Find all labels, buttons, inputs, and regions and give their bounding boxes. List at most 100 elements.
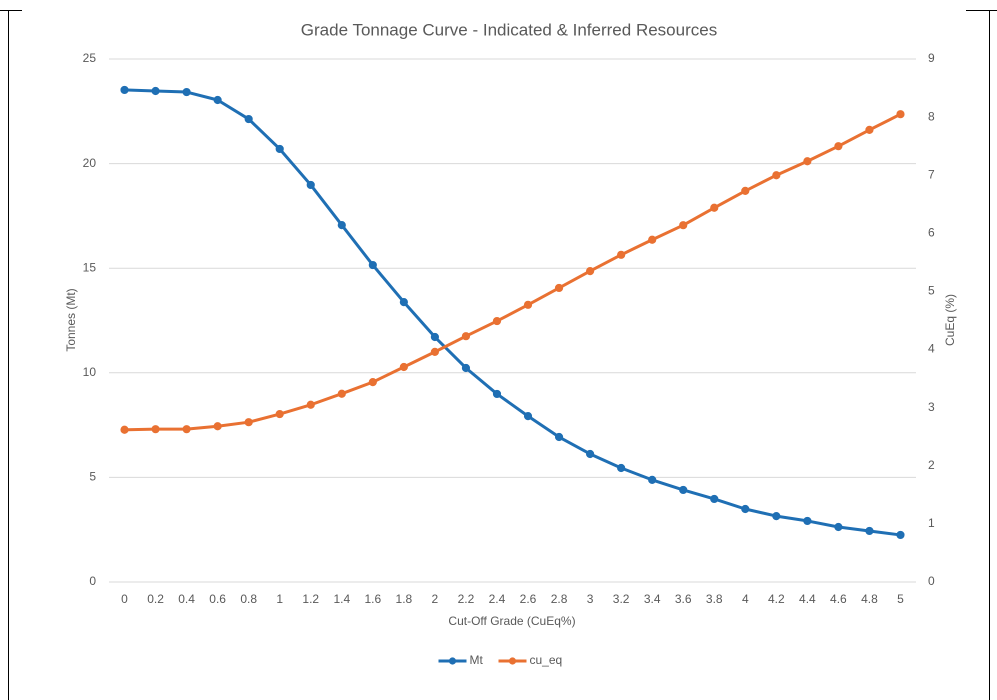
data-point [306, 400, 315, 409]
data-point [306, 180, 315, 190]
y2-tick-label: 8 [928, 109, 935, 123]
y2-tick-label: 4 [928, 342, 935, 356]
data-point [213, 95, 222, 105]
x-tick-label: 0.8 [240, 592, 257, 606]
x-tick-label: 3 [587, 592, 594, 606]
data-point [461, 332, 471, 341]
data-point [430, 332, 440, 342]
data-point [244, 418, 253, 427]
x-tick-label: 0.6 [209, 592, 226, 606]
data-point [120, 425, 129, 434]
data-point [741, 186, 750, 196]
legend-label: cu_eq [530, 653, 563, 667]
y-tick-label: 10 [83, 365, 97, 379]
data-point [741, 504, 750, 514]
data-point [461, 363, 471, 373]
data-point [834, 142, 843, 151]
x-tick-label: 4.6 [830, 592, 847, 606]
x-tick-label: 2.2 [458, 592, 475, 606]
data-point [679, 221, 688, 230]
data-point [492, 316, 502, 326]
y2-tick-label: 6 [928, 226, 935, 240]
data-point [554, 283, 564, 293]
y2-tick-label: 1 [928, 516, 935, 530]
x-tick-label: 1.8 [396, 592, 413, 606]
x-tick-label: 4 [742, 592, 749, 606]
series-line [123, 88, 902, 537]
y-tick-label: 20 [83, 156, 97, 170]
data-point [585, 267, 595, 276]
data-point [523, 300, 533, 309]
legend-marker [448, 657, 457, 665]
y2-axis-title: CuEq (%) [943, 294, 957, 346]
data-point [710, 494, 719, 504]
x-tick-label: 1.4 [333, 592, 350, 606]
data-point [554, 432, 564, 442]
data-point [896, 110, 905, 119]
y-axis-title: Tonnes (Mt) [64, 288, 78, 351]
data-point [710, 203, 719, 212]
y2-tick-label: 5 [928, 284, 935, 298]
data-point [275, 409, 284, 419]
data-point [803, 516, 812, 526]
y-tick-label: 25 [83, 51, 97, 65]
data-point [430, 347, 440, 356]
x-tick-label: 2.6 [520, 592, 537, 606]
data-point [337, 221, 346, 230]
x-tick-label: 1.2 [302, 592, 319, 606]
data-point [648, 475, 657, 485]
data-point [151, 425, 160, 434]
data-point [368, 260, 377, 270]
x-tick-label: 3.4 [644, 592, 661, 606]
data-point [182, 87, 191, 97]
data-point [648, 235, 657, 244]
data-point [617, 250, 626, 259]
y-tick-label: 0 [89, 574, 96, 588]
x-axis-title: Cut-Off Grade (CuEq%) [448, 614, 575, 628]
y2-tick-label: 0 [928, 574, 935, 588]
data-point [368, 377, 377, 387]
data-point [865, 526, 874, 536]
data-point [213, 422, 222, 431]
y-tick-label: 5 [89, 470, 96, 484]
data-point [275, 144, 284, 154]
y2-tick-label: 3 [928, 400, 935, 414]
x-tick-label: 1.6 [364, 592, 381, 606]
y2-tick-label: 9 [928, 51, 935, 65]
y2-tick-label: 2 [928, 458, 935, 472]
legend-marker [508, 657, 517, 665]
legend-label: Mt [470, 653, 484, 667]
data-point [834, 522, 843, 532]
x-tick-label: 3.8 [706, 592, 723, 606]
x-tick-label: 0.2 [147, 592, 164, 606]
data-point [120, 85, 129, 95]
data-point [896, 530, 905, 540]
x-tick-label: 2.4 [489, 592, 506, 606]
data-point [182, 425, 191, 434]
data-point [151, 86, 160, 96]
data-point [399, 362, 408, 372]
data-point [772, 171, 781, 180]
data-point [585, 449, 595, 459]
data-point [399, 297, 408, 307]
y-tick-label: 15 [83, 260, 97, 274]
y2-tick-label: 7 [928, 167, 935, 181]
data-point [523, 412, 533, 421]
data-point [492, 389, 502, 399]
x-tick-label: 0 [121, 592, 128, 606]
x-tick-label: 4.8 [861, 592, 878, 606]
x-tick-label: 2.8 [551, 592, 568, 606]
x-tick-label: 2 [432, 592, 439, 606]
data-point [337, 389, 346, 398]
x-tick-label: 3.6 [675, 592, 692, 606]
series-line [123, 112, 902, 432]
x-tick-label: 3.2 [613, 592, 630, 606]
x-tick-label: 4.2 [768, 592, 785, 606]
chart-title: Grade Tonnage Curve - Indicated & Inferr… [301, 20, 717, 39]
data-point [244, 114, 253, 124]
data-point [803, 157, 812, 166]
data-point [772, 512, 781, 521]
x-tick-label: 0.4 [178, 592, 195, 606]
data-point [679, 485, 688, 495]
